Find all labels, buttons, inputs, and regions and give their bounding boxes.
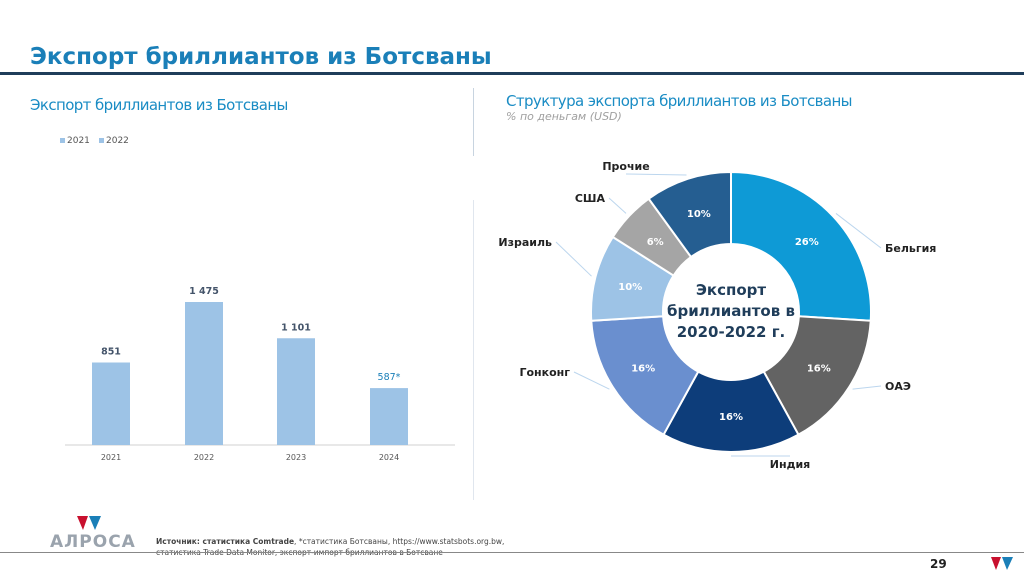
bar-chart: 851 2021 1 475 2022 1 101 2023 587* 2024: [65, 286, 455, 462]
legend-item: 2021: [60, 136, 90, 146]
donut-chart: 26% Бельгия 16% ОАЭ 16% Индия 16% Гонконг 10% Изр…: [498, 160, 936, 471]
alrosa-small-logo-icon: [990, 556, 1014, 576]
pie-chart-title: Структура экспорта бриллиантов из Ботсва…: [506, 92, 853, 110]
x-tick-label: 2024: [379, 453, 399, 462]
bar: [370, 388, 408, 445]
slice-percent-label: 16%: [631, 364, 655, 375]
donut-center-label: бриллиантов в: [667, 302, 795, 320]
donut-slice: [590, 315, 700, 437]
column-divider: [473, 200, 474, 500]
donut-center-label: Экспорт: [696, 281, 766, 299]
leader-line: [573, 371, 610, 390]
slice-percent-label: 6%: [647, 237, 664, 248]
donut-slice: [762, 315, 872, 437]
column-divider: [473, 88, 474, 156]
slice-percent-label: 16%: [807, 364, 831, 375]
donut-slice: [730, 170, 872, 322]
leader-line: [852, 385, 882, 390]
bar-chart-title: Экспорт бриллиантов из Ботсваны: [30, 96, 288, 114]
bar: [277, 338, 315, 445]
slice-percent-label: 10%: [687, 209, 711, 220]
data-label: 1 475: [189, 286, 219, 297]
bar: [92, 362, 130, 445]
x-tick-label: 2021: [101, 453, 121, 462]
page-title: Экспорт бриллиантов из Ботсваны: [30, 44, 492, 70]
legend-item: 2022: [99, 136, 129, 146]
data-label: 587*: [378, 372, 401, 383]
pie-chart-note: % по деньгам (USD): [506, 110, 622, 123]
slice-percent-label: 10%: [618, 282, 642, 293]
slice-percent-label: 26%: [795, 237, 819, 248]
footer-divider: [0, 552, 1024, 553]
slice-category-label: Индия: [770, 458, 810, 471]
x-tick-label: 2023: [286, 453, 306, 462]
data-label: 1 101: [281, 322, 311, 333]
alrosa-logo-icon: [76, 514, 102, 536]
leader-line: [625, 173, 687, 176]
title-divider: [0, 72, 1024, 75]
donut-center-label: 2020-2022 г.: [677, 323, 785, 341]
alrosa-logo: АЛРОСА: [50, 532, 136, 552]
donut-slice: [662, 370, 800, 453]
donut-slice: [647, 170, 732, 259]
leader-line: [608, 197, 627, 214]
bar: [185, 302, 223, 445]
data-label: 851: [101, 346, 121, 357]
slice-category-label: Израиль: [498, 236, 552, 249]
leader-line: [555, 241, 592, 277]
leader-line: [835, 213, 882, 249]
slice-category-label: Прочие: [602, 160, 649, 173]
slice-percent-label: 16%: [719, 412, 743, 423]
slice-category-label: Бельгия: [885, 242, 936, 255]
source-note: Источник: статистика Comtrade, *статисти…: [156, 537, 505, 557]
slice-category-label: Гонконг: [519, 366, 570, 379]
x-tick-label: 2022: [194, 453, 214, 462]
slice-category-label: США: [575, 192, 606, 205]
page-number: 29: [930, 557, 947, 571]
slice-category-label: ОАЭ: [885, 380, 911, 393]
